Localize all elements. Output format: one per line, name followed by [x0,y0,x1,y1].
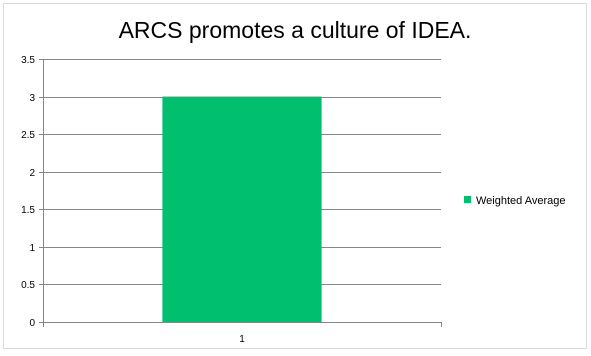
y-tick-label: 0 [29,318,35,329]
legend-label: Weighted Average [476,195,566,207]
x-tick-labels: 1 [239,334,245,345]
y-tick-label: 3 [29,93,35,104]
bars [162,96,322,322]
x-tick-label: 1 [239,334,245,345]
y-tick-label: 2 [29,168,35,179]
chart-title: ARCS promotes a culture of IDEA. [118,17,472,43]
bar [162,96,322,322]
y-tick-label: 3.5 [21,55,35,66]
y-tick-label: 2.5 [21,130,35,141]
y-tick-labels: 0 0.5 1 1.5 2 2.5 3 3.5 [21,55,35,329]
legend: Weighted Average [464,195,566,207]
y-tick-label: 1.5 [21,205,35,216]
legend-swatch [464,196,471,203]
axes [43,59,442,327]
y-tick-label: 1 [29,243,35,254]
y-tick-label: 0.5 [21,280,35,291]
